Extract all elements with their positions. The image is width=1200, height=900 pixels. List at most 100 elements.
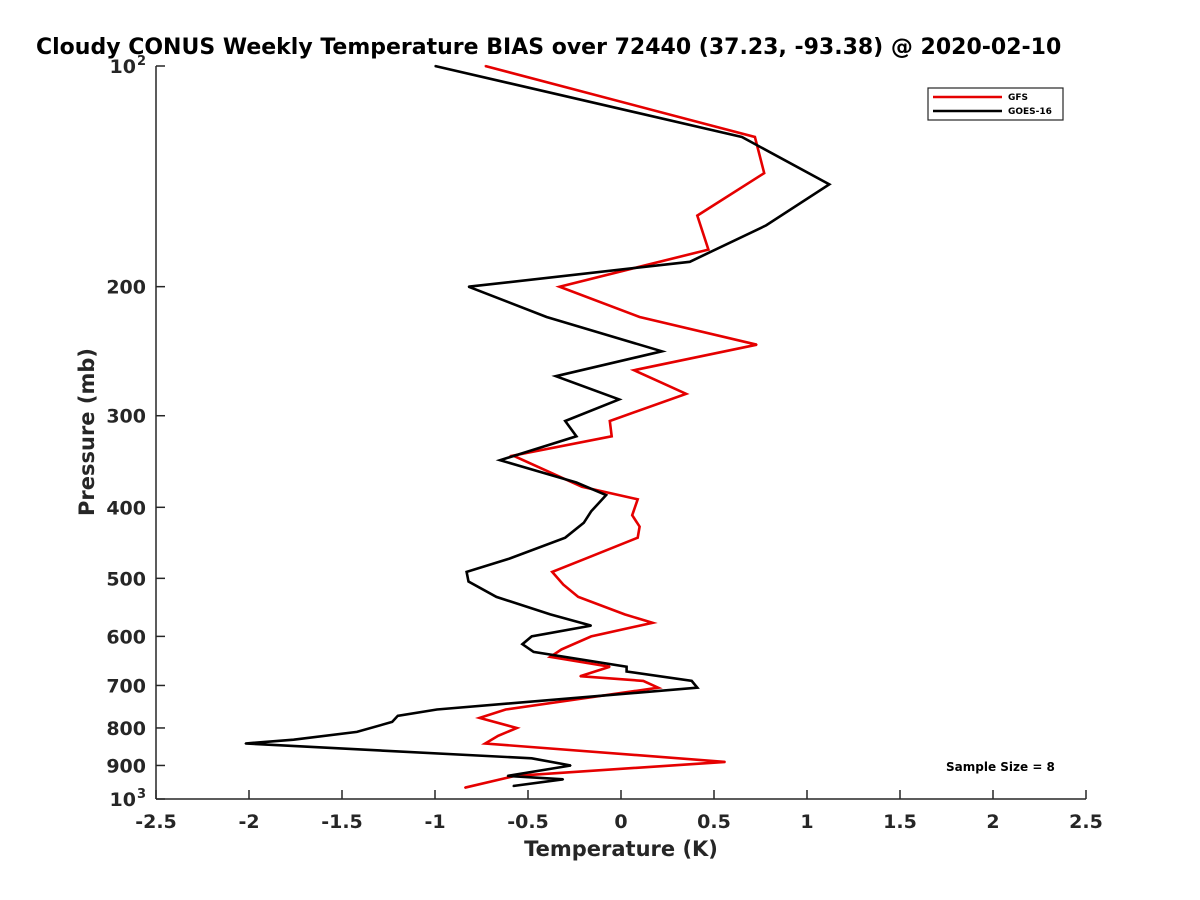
data-point-gfs-16	[638, 525, 641, 528]
data-point-gfs-25	[560, 648, 563, 651]
data-point-gfs-28	[579, 675, 581, 677]
data-point-goes16-28	[625, 670, 628, 673]
data-point-gfs-29	[642, 680, 645, 682]
data-point-gfs-14	[636, 498, 639, 501]
data-point-gfs-20	[562, 583, 565, 586]
data-point-gfs-38	[464, 786, 466, 789]
data-point-goes16-5	[467, 285, 470, 288]
data-point-goes16-41	[512, 785, 514, 787]
legend-box	[927, 87, 1064, 121]
data-point-gfs-1	[754, 136, 756, 138]
data-point-goes16-30	[696, 686, 699, 689]
data-point-goes16-17	[564, 536, 566, 539]
data-point-goes16-9	[618, 398, 620, 401]
data-point-goes16-37	[530, 757, 533, 760]
data-point-gfs-6	[638, 316, 641, 318]
data-point-goes16-33	[391, 721, 394, 723]
data-point-gfs-36	[724, 761, 726, 763]
data-point-gfs-17	[636, 536, 639, 539]
legend-label-gfs: GFS	[1008, 93, 1028, 103]
x-ticks: -2.5 -2 -1.5 -1 -0.5 0 0.5 1 1.5 2 2.5	[135, 790, 1103, 833]
data-point-goes16-36	[244, 742, 247, 745]
data-point-goes16-32	[397, 715, 399, 717]
y-tick-label: 900	[106, 755, 146, 777]
data-point-gfs-30	[657, 686, 659, 689]
data-point-gfs-34	[497, 735, 500, 737]
data-point-goes16-34	[356, 731, 358, 733]
y-tick-label: 300	[106, 406, 146, 428]
data-point-goes16-6	[545, 316, 548, 318]
y-tick-label: 10	[110, 789, 136, 811]
y-tick-label: 800	[106, 718, 146, 740]
data-point-goes16-18	[508, 557, 511, 560]
data-point-gfs-23	[651, 622, 654, 624]
data-point-goes16-8	[555, 375, 557, 378]
data-point-goes16-40	[562, 778, 565, 781]
chart-title: Cloudy CONUS Weekly Temperature BIAS ove…	[36, 35, 1061, 60]
data-point-gfs-4	[707, 248, 710, 251]
data-point-goes16-19	[465, 571, 468, 573]
data-point-goes16-12	[499, 459, 501, 462]
legend-label-goes16: GOES-16	[1008, 107, 1052, 117]
data-point-goes16-20	[467, 580, 470, 583]
data-point-goes16-26	[532, 651, 535, 653]
data-point-gfs-18	[584, 557, 587, 560]
data-point-gfs-21	[577, 596, 579, 598]
x-axis-label: Temperature (K)	[524, 837, 718, 861]
data-point-gfs-35	[484, 742, 487, 745]
data-point-gfs-3	[696, 214, 699, 217]
data-point-gfs-32	[478, 717, 481, 719]
data-point-goes16-21	[495, 596, 498, 598]
y-tick-label: 10	[110, 56, 136, 78]
x-tick-label: 1.5	[883, 811, 917, 833]
x-tick-label: -1	[424, 811, 445, 833]
data-point-gfs-10	[609, 420, 611, 422]
data-point-goes16-2	[828, 183, 831, 186]
data-point-goes16-16	[583, 522, 585, 524]
legend: GFS GOES-16	[927, 87, 1064, 121]
data-point-gfs-9	[685, 393, 687, 395]
data-point-gfs-22	[623, 613, 626, 616]
x-tick-label: -0.5	[507, 811, 549, 833]
data-point-gfs-26	[549, 656, 552, 658]
y-tick-label-exponent: 2	[137, 54, 146, 69]
x-tick-label: 2	[986, 811, 999, 833]
data-point-goes16-25	[521, 643, 524, 645]
y-tick-label: 700	[106, 675, 146, 697]
data-point-goes16-31	[436, 708, 438, 711]
data-point-goes16-29	[690, 680, 693, 682]
data-point-gfs-8	[633, 369, 635, 372]
x-tick-label: 0.5	[697, 811, 731, 833]
x-tick-label: 2.5	[1069, 811, 1103, 833]
data-point-gfs-24	[590, 635, 592, 638]
data-point-goes16-35	[292, 738, 295, 741]
data-point-goes16-39	[506, 775, 509, 777]
data-point-goes16-11	[575, 435, 578, 438]
data-point-gfs-2	[763, 172, 765, 174]
data-point-gfs-11	[610, 435, 613, 438]
data-point-goes16-0	[434, 65, 436, 67]
data-point-goes16-38	[570, 764, 572, 767]
data-point-goes16-7	[661, 350, 663, 353]
series-line-gfs	[464, 64, 766, 789]
data-point-goes16-3	[765, 224, 767, 227]
x-tick-label: 1	[800, 811, 813, 833]
data-point-gfs-5	[558, 285, 561, 288]
data-point-goes16-23	[590, 624, 592, 627]
data-point-goes16-10	[564, 420, 566, 422]
sample-size-annotation: Sample Size = 8	[946, 760, 1055, 774]
y-tick-label: 200	[106, 277, 146, 299]
data-point-gfs-31	[504, 708, 507, 711]
y-tick-label: 500	[106, 568, 146, 590]
y-tick-label-exponent: 3	[137, 787, 146, 802]
y-tick-label: 400	[106, 497, 146, 519]
data-point-goes16-22	[549, 613, 552, 616]
data-point-goes16-13	[575, 481, 578, 484]
data-point-goes16-14	[605, 494, 607, 496]
series-line-goes16	[245, 64, 832, 788]
data-point-gfs-0	[484, 65, 487, 67]
x-tick-label: -1.5	[321, 811, 363, 833]
data-point-gfs-27	[609, 665, 611, 668]
